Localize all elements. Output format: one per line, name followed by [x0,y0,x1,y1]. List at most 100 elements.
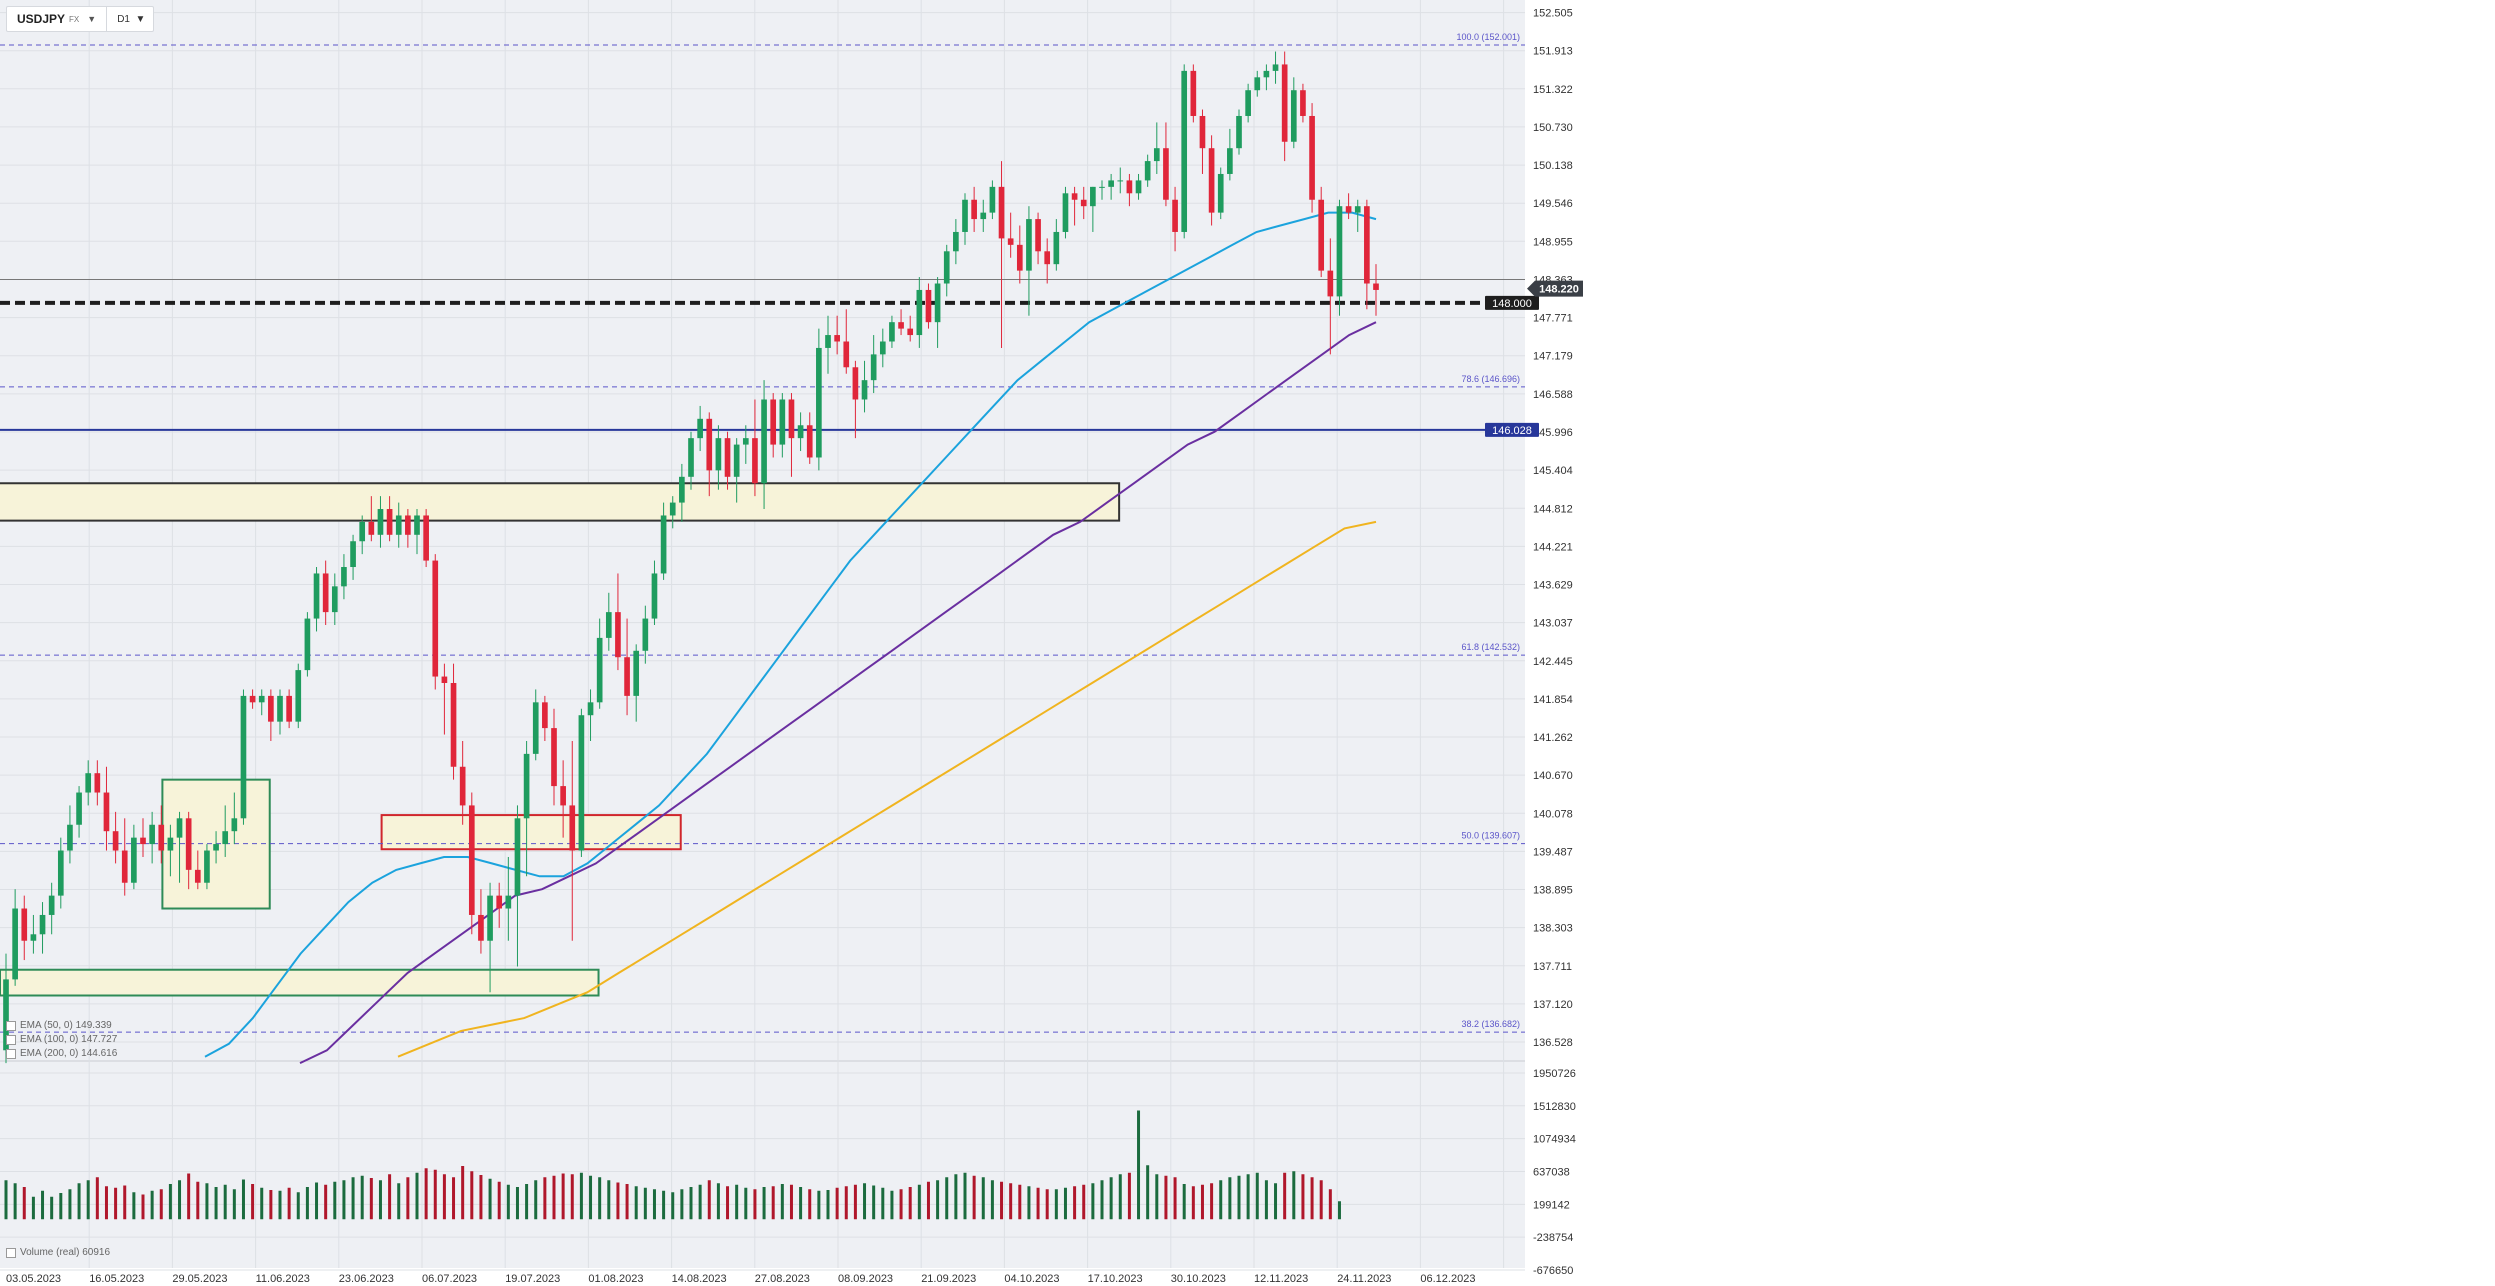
timeframe-selector[interactable]: D1 ▼ [106,7,153,31]
chevron-down-icon[interactable]: ▼ [87,14,97,24]
current-price-badge: 148.220 [1527,280,1583,297]
candle-body [1090,186,1096,207]
date-tick-label: 21.09.2023 [921,1273,976,1285]
candle-body [213,844,219,851]
volume-bar [1073,1186,1077,1220]
candle-body [1117,180,1124,182]
volume-bar [178,1180,182,1220]
candle-body [3,979,9,1051]
candle-body [1272,64,1279,71]
price-tick-label: 149.546 [1533,198,1573,210]
volume-bar [652,1189,656,1220]
price-tick-label: 142.445 [1533,656,1573,668]
candle-body [48,895,55,915]
candle-body [423,515,429,561]
price-tick-label: 140.078 [1533,808,1573,820]
candle-body [1144,161,1151,181]
ema100-legend[interactable]: EMA (100, 0) 147.727 [6,1034,117,1045]
volume-bar [1118,1174,1122,1220]
candle-body [1016,244,1023,271]
price-tick-label: 139.487 [1533,846,1573,858]
volume-bar [433,1169,437,1220]
candle-body [953,231,959,252]
candle-body [697,418,703,439]
date-tick-label: 06.07.2023 [422,1273,477,1285]
candle-body [971,199,977,220]
candle-body [1318,199,1325,271]
candle-body [1281,64,1288,142]
candle-body [1126,180,1133,194]
volume-bar [753,1189,757,1220]
ema200-label: EMA (200, 0) 144.616 [20,1048,118,1059]
candle-body [1327,270,1334,297]
candle-body [633,650,640,696]
level-148-badge-box [1485,295,1539,310]
candle-body [724,438,731,477]
candle-body [21,908,28,941]
volume-bar [1328,1189,1332,1220]
volume-bar [1127,1172,1131,1220]
candle-body [551,728,557,787]
candle-body [569,805,576,851]
candle-body [542,702,548,729]
candle-body [57,850,64,896]
volume-bar [1164,1175,1168,1220]
candle-body [1208,148,1215,213]
volume-bar [1200,1184,1204,1220]
checkbox-icon[interactable] [6,1048,16,1059]
price-tick-label: 138.303 [1533,923,1573,935]
candle-body [140,837,146,845]
zone-rectangle-support-resistance [0,482,1121,522]
fib-level-label: 100.0 (152.001) [1456,32,1520,42]
ema50-legend[interactable]: EMA (50, 0) 149.339 [6,1020,112,1031]
volume-bar [479,1175,483,1220]
date-tick-label: 27.08.2023 [755,1273,810,1285]
volume-bar [835,1187,839,1220]
checkbox-icon[interactable] [6,1020,16,1031]
price-tick-label: 137.120 [1533,999,1573,1011]
volume-bar [1283,1172,1287,1220]
volume-bar [4,1180,8,1220]
volume-bar [205,1183,209,1220]
volume-bar [707,1180,711,1220]
ema200-legend[interactable]: EMA (200, 0) 144.616 [6,1048,117,1059]
candle-body [943,251,950,284]
volume-bar [278,1190,282,1220]
candle-body [1181,70,1188,232]
volume-bar [68,1189,72,1220]
volume-legend[interactable]: Volume (real) 60916 [6,1247,110,1258]
volume-bar [1264,1180,1268,1220]
volume-bar [214,1187,218,1220]
current-price-badge-box [1527,280,1583,297]
chevron-down-icon[interactable]: ▼ [135,13,146,25]
volume-bar [698,1184,702,1220]
symbol-selector[interactable]: USDJPY FX ▼ D1 ▼ [6,6,155,32]
plot-background [0,0,1525,1268]
volume-bar [13,1183,17,1220]
candle-body [998,186,1005,239]
candle-body [834,335,840,342]
candle-body [715,438,722,471]
checkbox-icon[interactable] [6,1247,16,1258]
volume-bar [908,1187,912,1220]
candle-body [1108,180,1114,187]
candle-body [679,476,685,503]
volume-bar [232,1189,236,1220]
candle-body [596,637,603,703]
ema50-label: EMA (50, 0) 149.339 [20,1020,112,1031]
candle-body [1053,231,1060,265]
candle-body [158,824,165,851]
volume-bar [808,1189,812,1220]
candle-body [121,850,128,883]
volume-bar [269,1190,273,1220]
volume-bar [1255,1172,1259,1220]
candle-body [1309,115,1315,200]
volume-bar [1045,1189,1049,1220]
price-tick-label: 147.179 [1533,351,1573,363]
volume-bar [114,1187,118,1220]
checkbox-icon[interactable] [6,1034,16,1045]
level-148-badge-text: 148.000 [1492,298,1532,310]
candle-body [1172,199,1178,232]
candle-body [1217,173,1224,213]
